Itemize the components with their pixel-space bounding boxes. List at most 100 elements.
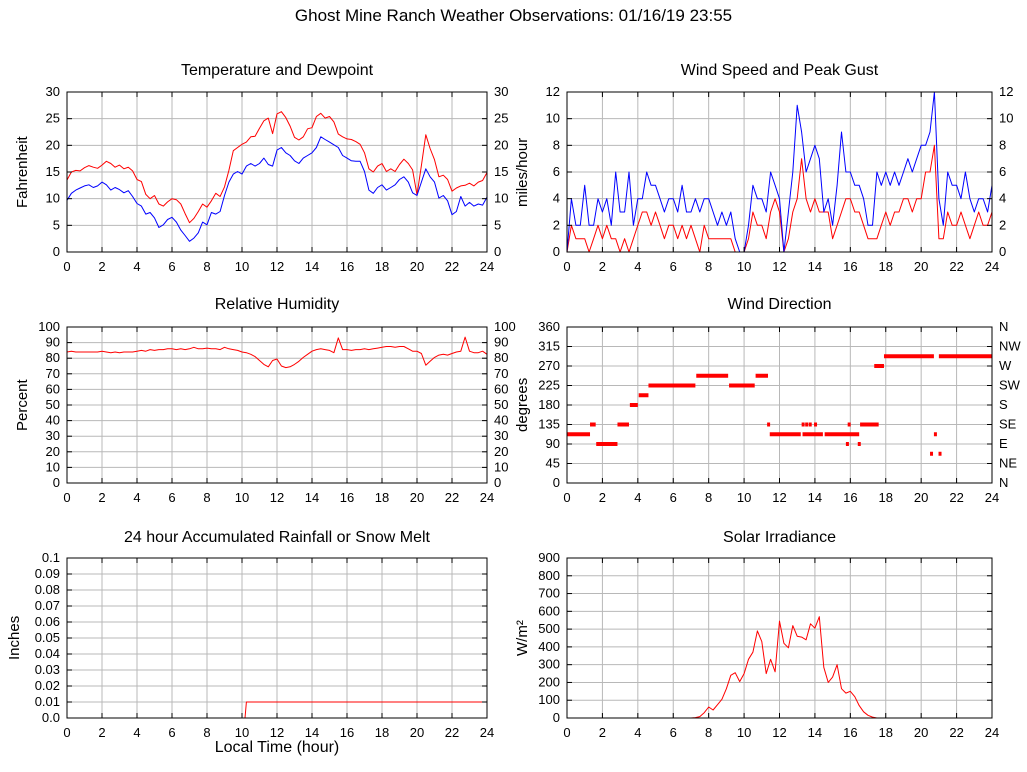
x-tick-label: 12 xyxy=(772,259,786,274)
x-tick-label: 6 xyxy=(168,259,175,274)
y-tick-label-right: NW xyxy=(999,339,1021,354)
y-tick-label: 30 xyxy=(46,428,60,443)
y-tick-label-right: 2 xyxy=(999,217,1006,232)
x-tick-label: 0 xyxy=(63,725,70,740)
x-tick-label: 8 xyxy=(705,259,712,274)
y-tick-label: 80 xyxy=(46,350,60,365)
y-tick-label-right: 6 xyxy=(999,164,1006,179)
y-tick-label: 360 xyxy=(538,319,560,334)
y-tick-label: 0.09 xyxy=(35,566,60,581)
x-tick-label: 8 xyxy=(705,725,712,740)
y-tick-label: 500 xyxy=(538,621,560,636)
y-tick-label: 8 xyxy=(553,137,560,152)
x-tick-label: 10 xyxy=(737,490,751,505)
y-tick-label-right: 15 xyxy=(494,164,508,179)
y-tick-label-right: S xyxy=(999,397,1008,412)
x-tick-label: 8 xyxy=(705,490,712,505)
x-tick-label: 2 xyxy=(599,490,606,505)
x-tick-label: 4 xyxy=(133,259,140,274)
x-tick-label: 18 xyxy=(879,490,893,505)
x-tick-label: 12 xyxy=(270,490,284,505)
x-tick-label: 18 xyxy=(375,490,389,505)
y-tick-label-right: W xyxy=(999,358,1012,373)
y-tick-label-right: 0 xyxy=(494,475,501,490)
x-tick-label: 8 xyxy=(203,490,210,505)
y-tick-label: 10 xyxy=(46,459,60,474)
x-tick-label: 16 xyxy=(843,490,857,505)
y-tick-label: 315 xyxy=(538,339,560,354)
x-tick-label: 20 xyxy=(410,259,424,274)
y-tick-label-right: 90 xyxy=(494,335,508,350)
y-tick-label: 0.01 xyxy=(35,694,60,709)
y-tick-label: 135 xyxy=(538,417,560,432)
chart-title-wind-direction: Wind Direction xyxy=(727,296,832,313)
y-tick-label: 200 xyxy=(538,674,560,689)
y-tick-label-right: E xyxy=(999,436,1008,451)
x-tick-label: 2 xyxy=(98,725,105,740)
y-tick-label: 25 xyxy=(46,111,60,126)
x-tick-label: 24 xyxy=(985,725,999,740)
y-tick-label: 0 xyxy=(53,244,60,259)
y-tick-label-right: 0 xyxy=(494,244,501,259)
y-tick-label: 900 xyxy=(538,550,560,565)
y-tick-label: 15 xyxy=(46,164,60,179)
x-tick-label: 10 xyxy=(737,725,751,740)
y-tick-label: 0.05 xyxy=(35,630,60,645)
y-tick-label: 0.1 xyxy=(42,550,60,565)
y-tick-label-right: 30 xyxy=(494,84,508,99)
x-axis-label-local-time: Local Time (hour) xyxy=(214,739,340,756)
chart-title-solar-irradiance: Solar Irradiance xyxy=(723,529,836,546)
y-tick-label: 60 xyxy=(46,381,60,396)
y-tick-label: 10 xyxy=(46,191,60,206)
x-tick-label: 20 xyxy=(410,725,424,740)
x-tick-label: 6 xyxy=(670,490,677,505)
y-tick-label-right: 70 xyxy=(494,366,508,381)
y-tick-label: 12 xyxy=(546,84,560,99)
y-tick-label-right: 100 xyxy=(494,319,516,334)
x-tick-label: 4 xyxy=(133,490,140,505)
y-tick-label: 0.06 xyxy=(35,614,60,629)
y-tick-label: 300 xyxy=(538,657,560,672)
x-tick-label: 2 xyxy=(599,725,606,740)
x-tick-label: 22 xyxy=(949,259,963,274)
relative-humidity-line xyxy=(66,336,488,369)
x-tick-label: 20 xyxy=(914,725,928,740)
y-tick-label-right: 4 xyxy=(999,191,1006,206)
y-tick-label-right: SW xyxy=(999,378,1021,393)
y-tick-label-right: 40 xyxy=(494,413,508,428)
x-tick-label: 20 xyxy=(914,490,928,505)
y-tick-label: 20 xyxy=(46,137,60,152)
x-tick-label: 16 xyxy=(340,725,354,740)
x-tick-label: 22 xyxy=(949,725,963,740)
y-tick-label: 800 xyxy=(538,568,560,583)
rainfall-plot: 0.00.010.020.030.040.050.060.070.080.090… xyxy=(35,550,495,740)
y-tick-label: 70 xyxy=(46,366,60,381)
x-tick-label: 14 xyxy=(808,259,822,274)
x-tick-label: 6 xyxy=(168,490,175,505)
y-tick-label-right: 20 xyxy=(494,444,508,459)
x-tick-label: 2 xyxy=(599,259,606,274)
x-tick-label: 0 xyxy=(563,725,570,740)
x-tick-label: 18 xyxy=(879,259,893,274)
chart-title-relative-humidity: Relative Humidity xyxy=(214,296,340,313)
y-tick-label-right: 5 xyxy=(494,217,501,232)
y-tick-label: 700 xyxy=(538,586,560,601)
y-tick-label-right: 10 xyxy=(494,459,508,474)
x-tick-label: 4 xyxy=(634,490,641,505)
x-tick-label: 12 xyxy=(270,725,284,740)
y-tick-label: 100 xyxy=(38,319,60,334)
peak-gust-line xyxy=(566,91,993,253)
y-tick-label-right: 30 xyxy=(494,428,508,443)
y-tick-label-right: 8 xyxy=(999,137,1006,152)
y-tick-label: 0.02 xyxy=(35,678,60,693)
x-tick-label: 4 xyxy=(133,725,140,740)
y-tick-label: 45 xyxy=(546,456,560,471)
x-tick-label: 4 xyxy=(634,259,641,274)
y-tick-label: 0.04 xyxy=(35,646,60,661)
x-tick-label: 14 xyxy=(305,490,319,505)
x-tick-label: 14 xyxy=(808,490,822,505)
